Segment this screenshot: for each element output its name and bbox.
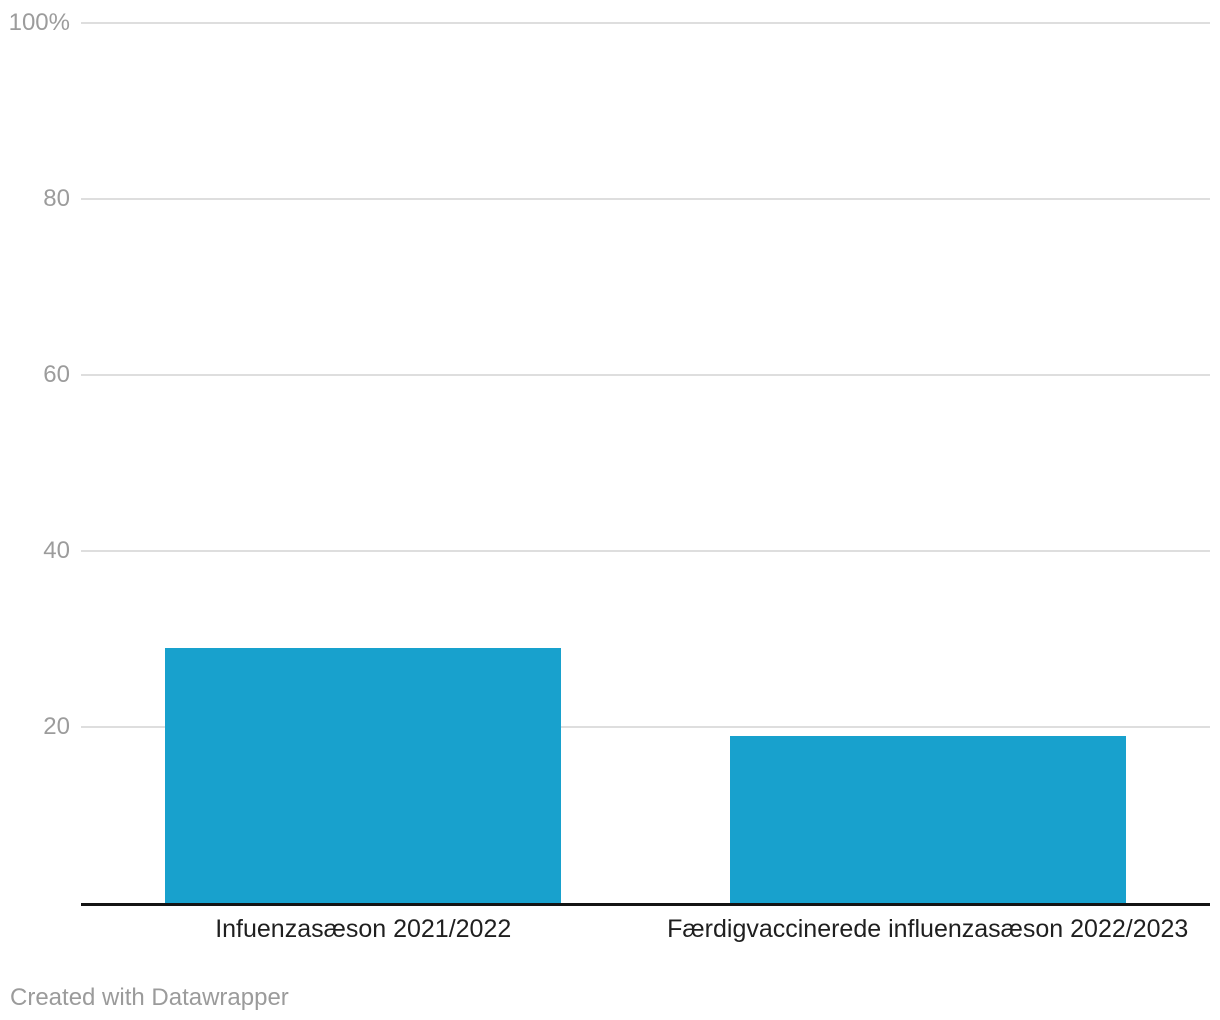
y-gridline [81,198,1210,200]
y-axis-tick-label: 100% [8,9,70,36]
y-gridline [81,374,1210,376]
bar-2 [729,735,1126,903]
y-axis-tick-label: 80 [43,185,70,212]
y-axis-tick-label: 60 [43,361,70,388]
y-gridline [81,22,1210,24]
x-axis-baseline [81,903,1210,906]
datawrapper-credit: Created with Datawrapper [10,984,289,1011]
y-gridline [81,550,1210,552]
y-axis-tick-label: 40 [43,537,70,564]
category-label-1: Infuenzasæson 2021/2022 [215,915,512,943]
bar-1 [165,647,562,903]
category-label-2: Færdigvaccinerede influenzasæson 2022/20… [667,915,1189,943]
y-gridline [81,726,1210,728]
y-axis-tick-label: 20 [43,713,70,740]
